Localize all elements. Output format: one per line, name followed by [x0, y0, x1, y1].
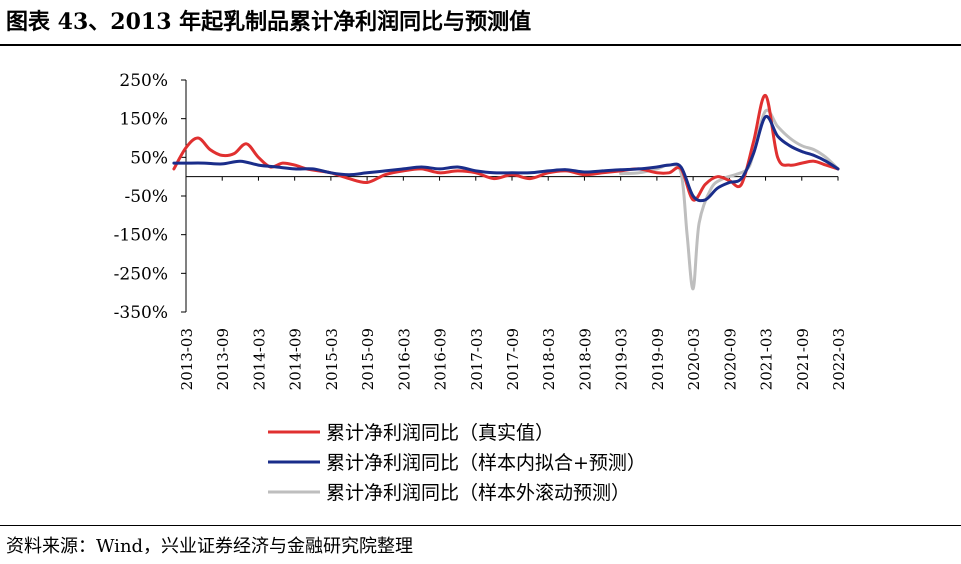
x-tick-label: 2019-09: [649, 328, 667, 390]
title-rule: [0, 44, 961, 46]
line-chart: 250%150%50%-50%-150%-250%-350% 2013-03 20…: [114, 71, 848, 504]
x-tick-label: 2014-09: [287, 328, 305, 390]
legend-label-2: 累计净利润同比（样本内拟合+预测）: [326, 452, 646, 474]
x-tick-label: 2021-03: [758, 328, 776, 390]
y-tick-label: -150%: [114, 226, 168, 246]
x-tick-label: 2014-03: [250, 328, 268, 390]
x-tick-label: 2021-09: [794, 328, 812, 390]
x-tick-label: 2013-09: [214, 328, 232, 390]
x-tick-label: 2015-09: [359, 328, 377, 390]
y-tick-label: -250%: [114, 264, 168, 284]
y-axis: 250% 150% 50% -50% -150% -250% -350%: [114, 71, 187, 323]
x-tick-label: 2013-03: [178, 328, 196, 390]
series-line-1: [172, 93, 840, 202]
y-tick-label: -350%: [114, 303, 168, 323]
series-line-3: [619, 108, 840, 291]
y-tick-label: 150%: [119, 110, 168, 130]
x-tick-label: 2016-09: [432, 328, 450, 390]
y-tick-label: -50%: [124, 187, 168, 207]
x-tick-label: 2016-03: [395, 328, 413, 390]
x-tick-label: 2022-03: [830, 328, 848, 390]
y-tick-label: 50%: [130, 148, 168, 168]
source-rule: [0, 525, 961, 526]
figure-title: 图表 43、2013 年起乳制品累计净利润同比与预测值: [6, 9, 532, 35]
x-tick-label: 2020-09: [721, 328, 739, 390]
x-tick-label: 2017-09: [504, 328, 522, 390]
x-tick-label: 2018-03: [540, 328, 558, 390]
x-tick-label: 2015-03: [323, 328, 341, 390]
y-tick-label: 250%: [119, 71, 168, 91]
x-tick-label: 2020-03: [685, 328, 703, 390]
chart-legend: 累计净利润同比（真实值） 累计净利润同比（样本内拟合+预测） 累计净利润同比（样本外…: [268, 422, 646, 504]
chart-series: [172, 93, 840, 291]
x-axis: 2013-03 2013-09 2014-03 2014-09 2015-03 2015-…: [178, 176, 848, 390]
x-tick-label: 2019-03: [613, 328, 631, 390]
legend-label-1: 累计净利润同比（真实值）: [326, 422, 554, 444]
x-tick-label: 2018-09: [576, 328, 594, 390]
x-tick-label: 2017-03: [468, 328, 486, 390]
legend-label-3: 累计净利润同比（样本外滚动预测）: [326, 482, 630, 504]
source-note: 资料来源：Wind，兴业证券经济与金融研究院整理: [6, 536, 414, 557]
series-line-2: [172, 114, 840, 203]
